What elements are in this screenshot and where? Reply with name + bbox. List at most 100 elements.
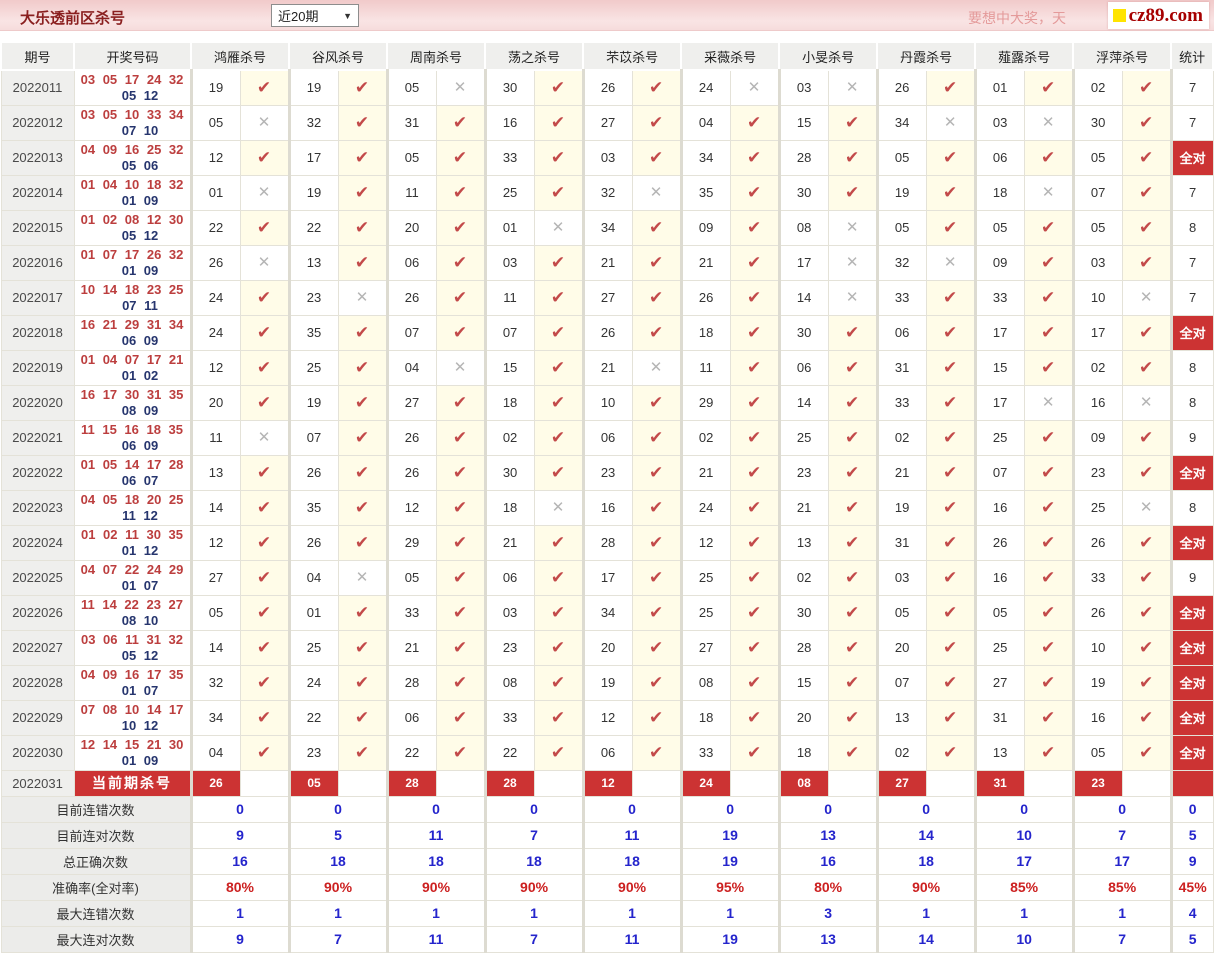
kill-number-cell: 26 bbox=[385, 279, 437, 316]
kill-number-cell: 22 bbox=[287, 699, 339, 736]
period-cell: 2022018 bbox=[0, 314, 75, 351]
summary-value: 95% bbox=[679, 873, 780, 901]
stat-cell: 9 bbox=[1169, 419, 1214, 456]
kill-number-cell: 06 bbox=[777, 349, 829, 386]
check-icon: ✔ bbox=[942, 497, 958, 517]
result-cell: ✔ bbox=[533, 69, 584, 106]
result-cell: ✕ bbox=[729, 69, 780, 106]
current-kill-number: 31 bbox=[973, 769, 1025, 797]
check-icon: ✔ bbox=[550, 532, 566, 552]
check-icon: ✔ bbox=[452, 707, 468, 727]
current-kill-number: 28 bbox=[385, 769, 437, 797]
kill-number-cell: 18 bbox=[973, 174, 1025, 211]
kill-number-cell: 26 bbox=[581, 314, 633, 351]
kill-number-cell: 17 bbox=[777, 244, 829, 281]
result-cell: ✔ bbox=[1121, 174, 1172, 211]
check-icon: ✔ bbox=[1041, 147, 1056, 167]
kill-number-cell: 17 bbox=[287, 139, 339, 176]
check-icon: ✔ bbox=[354, 532, 370, 552]
draw-front-numbers: 16 21 29 31 34 bbox=[80, 316, 184, 332]
check-icon: ✔ bbox=[746, 567, 762, 587]
draw-front-numbers: 11 15 16 18 35 bbox=[80, 421, 184, 437]
result-cell: ✔ bbox=[1023, 734, 1074, 771]
check-icon: ✔ bbox=[256, 462, 272, 482]
logo-square-icon bbox=[1112, 9, 1126, 22]
kill-number-cell: 01 bbox=[483, 209, 535, 246]
current-kill-number: 12 bbox=[581, 769, 633, 797]
result-cell: ✔ bbox=[435, 384, 486, 421]
check-icon: ✔ bbox=[452, 567, 468, 587]
result-cell: ✔ bbox=[827, 594, 878, 631]
result-cell: ✔ bbox=[925, 594, 976, 631]
check-icon: ✔ bbox=[452, 217, 468, 237]
stat-cell: 全对 bbox=[1169, 314, 1214, 351]
summary-total: 45% bbox=[1169, 873, 1214, 901]
result-cell: ✔ bbox=[631, 734, 682, 771]
check-icon: ✔ bbox=[648, 497, 664, 517]
page-title: 大乐透前区杀号 bbox=[20, 10, 126, 27]
period-range-dropdown[interactable]: 近20期 ▼ bbox=[271, 4, 359, 27]
result-cell: ✔ bbox=[1023, 419, 1074, 456]
stat-cell: 7 bbox=[1169, 69, 1214, 106]
result-cell: ✔ bbox=[827, 699, 878, 736]
check-icon: ✔ bbox=[746, 252, 762, 272]
check-icon: ✔ bbox=[942, 147, 958, 167]
result-cell: ✔ bbox=[533, 454, 584, 491]
kill-number-cell: 09 bbox=[973, 244, 1025, 281]
kill-number-cell: 25 bbox=[973, 629, 1025, 666]
result-cell: ✕ bbox=[1121, 489, 1172, 526]
kill-number-cell: 25 bbox=[679, 559, 731, 596]
check-icon: ✔ bbox=[746, 532, 762, 552]
table-row: 2022026 11 14 22 23 27 08 10 05 ✔ 01 ✔ 33 ✔ 03 ✔ 34… bbox=[0, 594, 1214, 631]
summary-value: 0 bbox=[1071, 795, 1172, 823]
check-icon: ✔ bbox=[1139, 147, 1154, 167]
kill-number-cell: 05 bbox=[385, 69, 437, 106]
kill-number-cell: 04 bbox=[189, 734, 241, 771]
result-cell: ✔ bbox=[337, 594, 388, 631]
check-icon: ✔ bbox=[256, 357, 272, 377]
result-cell: ✕ bbox=[533, 489, 584, 526]
summary-total: 0 bbox=[1169, 795, 1214, 823]
check-icon: ✔ bbox=[1139, 217, 1154, 237]
result-cell: ✔ bbox=[533, 104, 584, 141]
table-row: 2022024 01 02 11 30 35 01 12 12 ✔ 26 ✔ 29 ✔ 21 ✔ 28… bbox=[0, 524, 1214, 561]
cross-icon: ✕ bbox=[845, 254, 859, 271]
check-icon: ✔ bbox=[648, 287, 664, 307]
check-icon: ✔ bbox=[452, 252, 468, 272]
check-icon: ✔ bbox=[354, 392, 370, 412]
result-cell: ✔ bbox=[533, 139, 584, 176]
kill-number-cell: 14 bbox=[189, 489, 241, 526]
check-icon: ✔ bbox=[844, 672, 860, 692]
kill-number-cell: 21 bbox=[777, 489, 829, 526]
result-cell: ✔ bbox=[533, 559, 584, 596]
draw-back-numbers: 07 11 bbox=[122, 297, 158, 313]
check-icon: ✔ bbox=[1139, 672, 1154, 692]
summary-value: 11 bbox=[385, 821, 486, 849]
kill-number-cell: 13 bbox=[287, 244, 339, 281]
kill-number-cell: 26 bbox=[1071, 524, 1123, 561]
summary-value: 1 bbox=[1071, 899, 1172, 927]
summary-value: 14 bbox=[875, 925, 976, 953]
draw-back-numbers: 01 09 bbox=[121, 752, 159, 768]
check-icon: ✔ bbox=[1041, 427, 1056, 447]
check-icon: ✔ bbox=[844, 427, 860, 447]
kill-number-cell: 08 bbox=[777, 209, 829, 246]
check-icon: ✔ bbox=[1139, 462, 1154, 482]
check-icon: ✔ bbox=[550, 637, 566, 657]
stat-cell: 全对 bbox=[1169, 454, 1214, 491]
summary-value: 18 bbox=[875, 847, 976, 875]
result-cell: ✔ bbox=[925, 69, 976, 106]
summary-value: 1 bbox=[483, 899, 584, 927]
cross-icon: ✕ bbox=[257, 114, 271, 131]
check-icon: ✔ bbox=[256, 77, 272, 97]
current-kill-spacer bbox=[925, 769, 976, 797]
draw-front-numbers: 12 14 15 21 30 bbox=[80, 736, 184, 752]
cross-icon: ✕ bbox=[453, 79, 467, 97]
kill-number-cell: 14 bbox=[189, 629, 241, 666]
check-icon: ✔ bbox=[1041, 637, 1056, 657]
cross-icon: ✕ bbox=[649, 184, 663, 201]
site-logo-link[interactable]: cz89.com bbox=[1107, 2, 1209, 29]
result-cell: ✕ bbox=[435, 349, 486, 386]
result-cell: ✔ bbox=[337, 629, 388, 666]
summary-value: 80% bbox=[189, 873, 290, 901]
